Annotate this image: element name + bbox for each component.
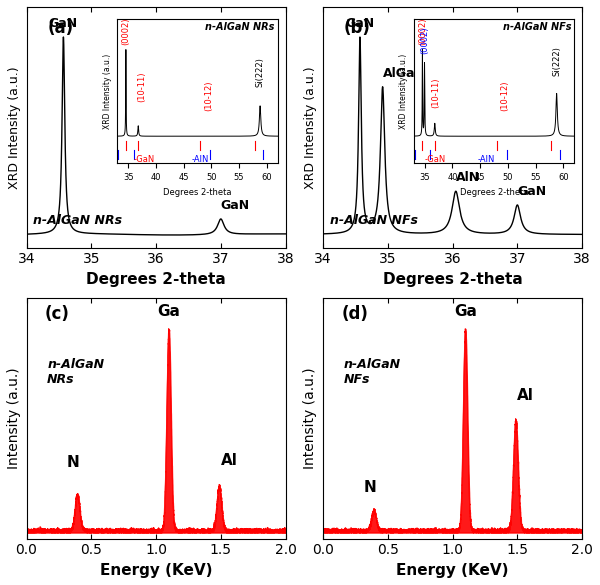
Text: (b): (b) [344,19,371,37]
X-axis label: Degrees 2-theta: Degrees 2-theta [86,272,226,287]
Text: GaN: GaN [49,17,78,30]
Y-axis label: XRD Intensity (a.u.): XRD Intensity (a.u.) [8,66,21,188]
Text: n-AlGaN
NRs: n-AlGaN NRs [47,358,104,386]
Text: GaN: GaN [346,17,374,30]
Text: (c): (c) [44,305,70,324]
Text: N: N [67,455,80,470]
Y-axis label: XRD Intensity (a.u.): XRD Intensity (a.u.) [304,66,317,188]
Text: n-AlGaN
NFs: n-AlGaN NFs [344,358,401,386]
Text: GaN: GaN [517,185,547,198]
Text: (a): (a) [47,19,73,37]
Text: Ga: Ga [157,304,180,319]
Text: AlN: AlN [456,171,480,184]
Text: AlGaN: AlGaN [383,67,425,80]
X-axis label: Degrees 2-theta: Degrees 2-theta [383,272,523,287]
Text: Al: Al [221,453,238,468]
Text: GaN: GaN [221,199,250,212]
Text: n-AlGaN NFs: n-AlGaN NFs [329,215,418,228]
Y-axis label: Intensity (a.u.): Intensity (a.u.) [304,367,317,469]
Text: n-AlGaN NRs: n-AlGaN NRs [33,215,122,228]
Text: N: N [363,480,376,495]
Y-axis label: Intensity (a.u.): Intensity (a.u.) [7,367,21,469]
Text: Al: Al [517,388,534,403]
X-axis label: Energy (KeV): Energy (KeV) [100,563,212,578]
Text: Ga: Ga [454,304,477,319]
X-axis label: Energy (KeV): Energy (KeV) [397,563,509,578]
Text: (d): (d) [341,305,368,324]
